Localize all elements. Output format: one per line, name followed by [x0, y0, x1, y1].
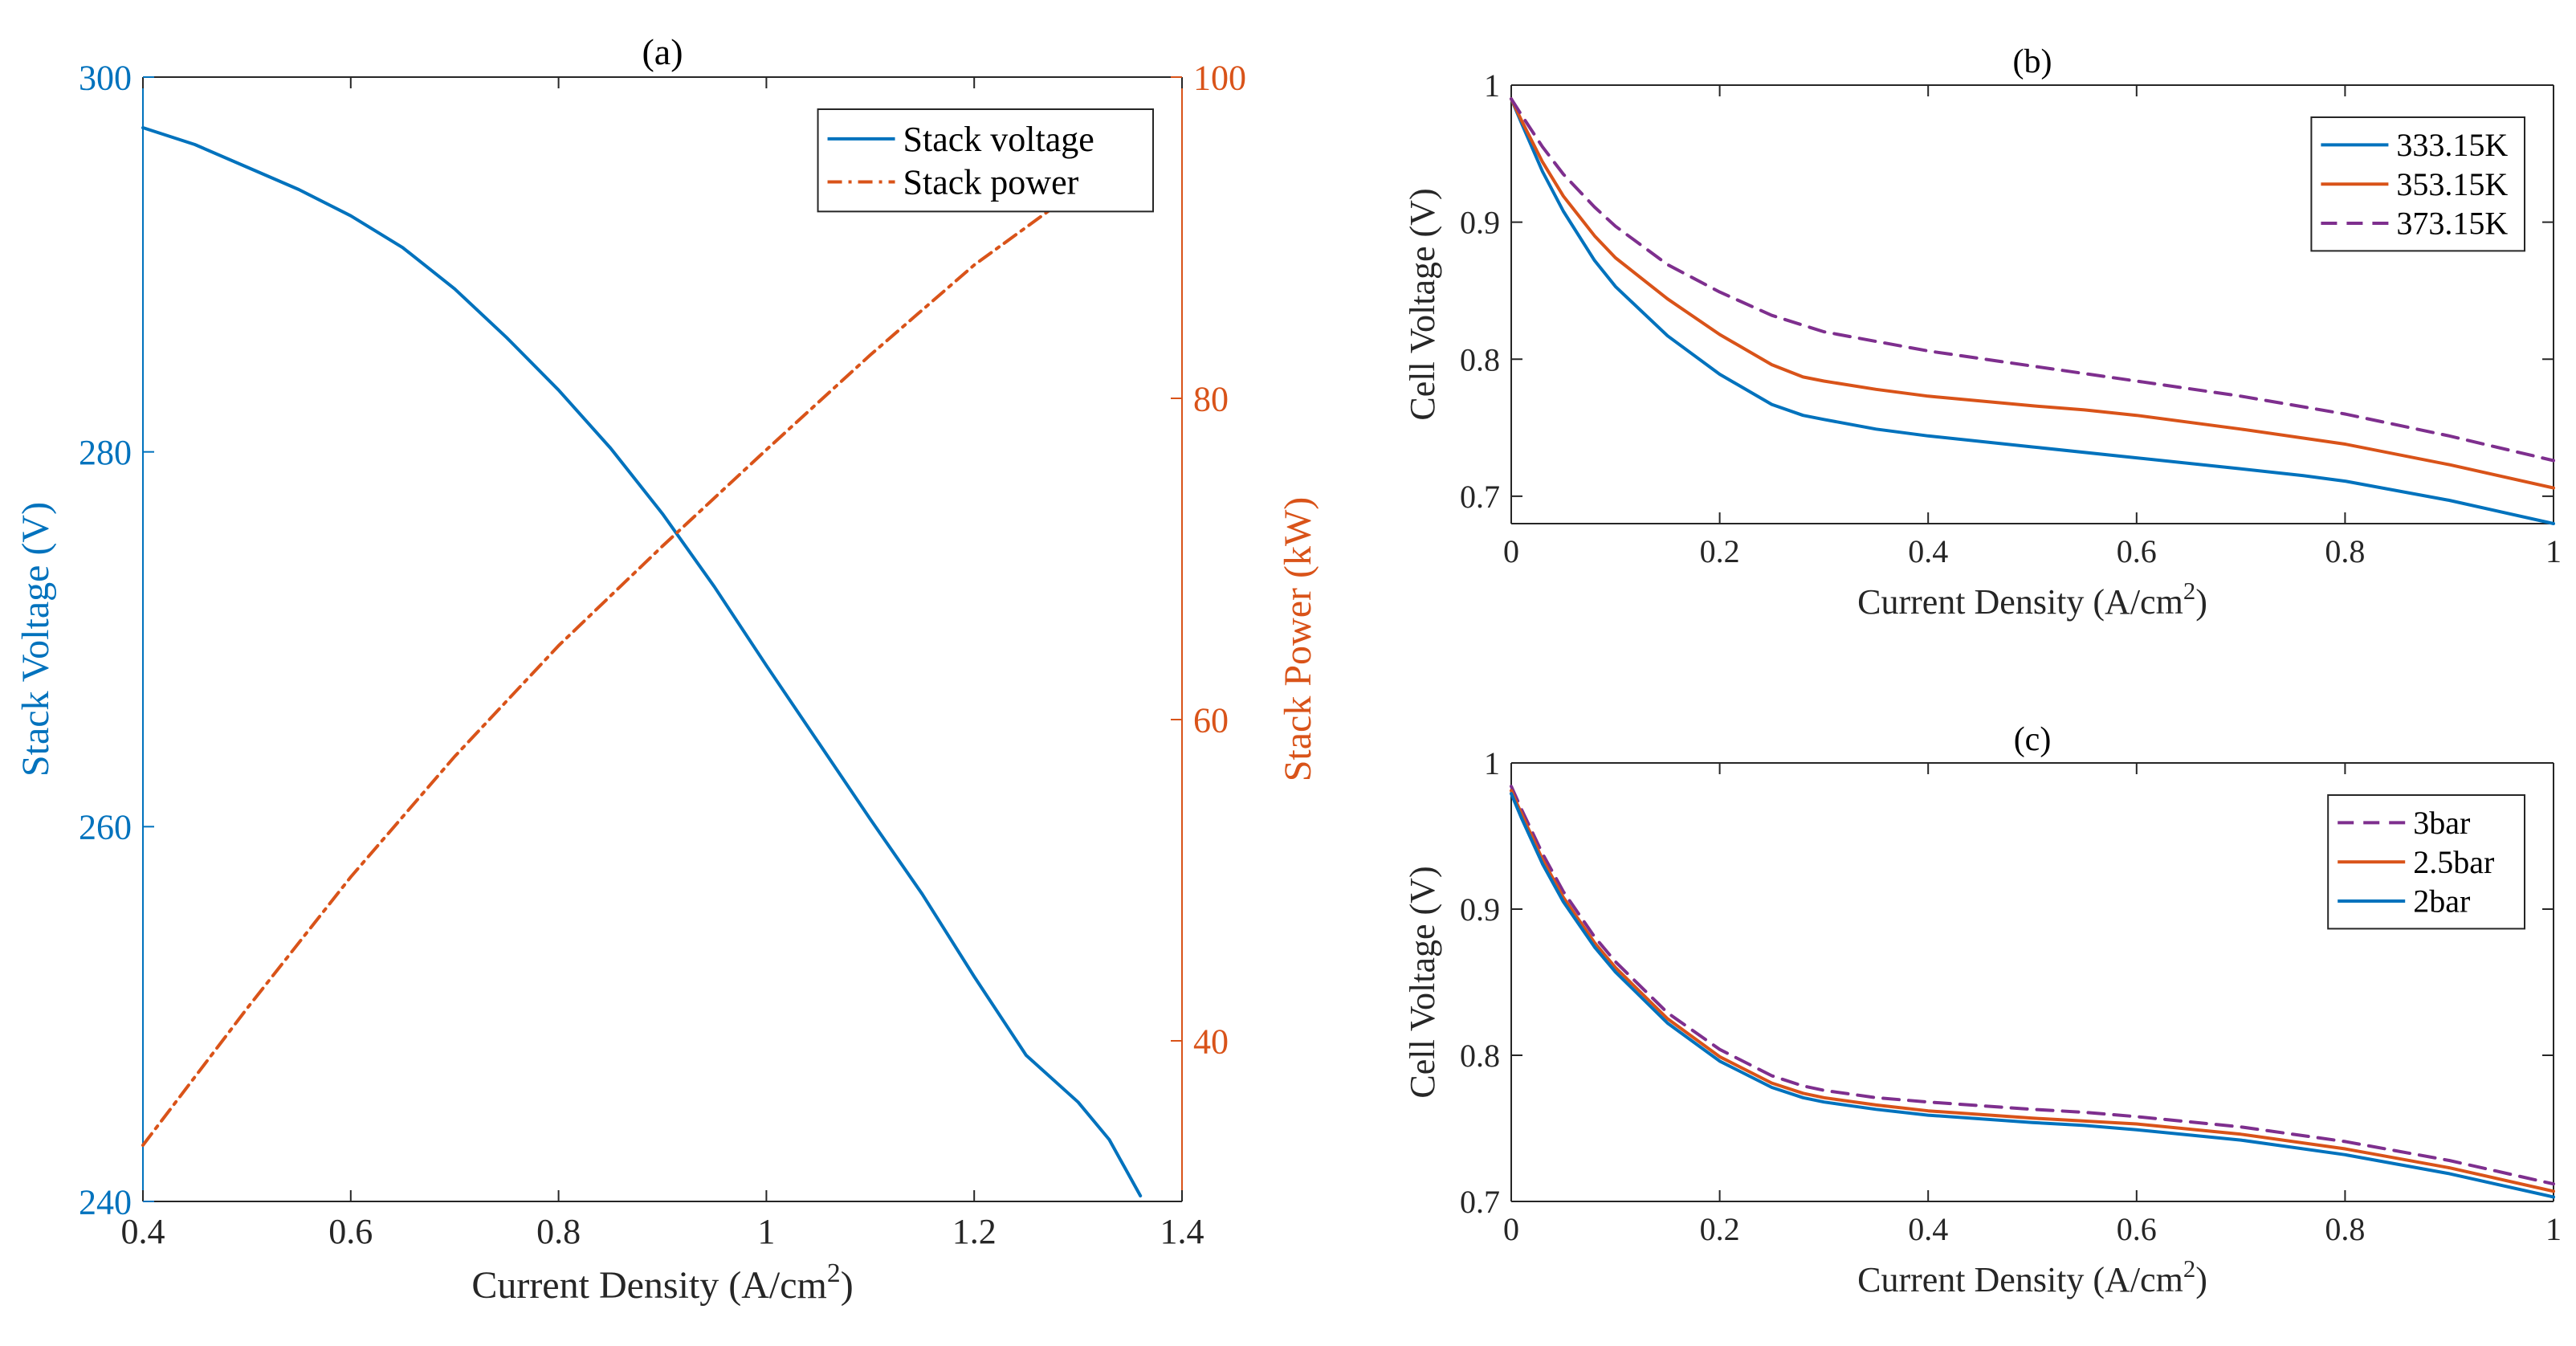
legend-label: Stack voltage [903, 120, 1094, 159]
x-axis-label-main: Current Density (A/cm [1857, 582, 2183, 622]
x-axis-label-sup: 2 [2183, 577, 2195, 605]
y-axis-label: Stack Voltage (V) [14, 502, 57, 777]
x-tick-label: 1 [757, 1212, 775, 1251]
x-tick-label: 0.2 [1700, 533, 1740, 569]
x-axis-label-main: Current Density (A/cm [1857, 1260, 2183, 1299]
y-tick-label: 280 [79, 433, 132, 472]
x-tick-label: 0.6 [2117, 1211, 2157, 1247]
x-tick-label: 0.4 [121, 1212, 165, 1251]
y-tick-label: 0.8 [1460, 341, 1500, 377]
legend-label: Stack power [903, 162, 1079, 202]
x-tick-label: 0.4 [1908, 1211, 1948, 1247]
series-line-2-5bar [1510, 789, 2555, 1193]
y-tick-label: 1 [1484, 745, 1500, 781]
x-axis-label-sup: 2 [2183, 1255, 2195, 1283]
x-tick-label: 0.4 [1908, 533, 1948, 569]
legend-label: 2.5bar [2413, 844, 2494, 880]
x-tick-label: 1.2 [952, 1212, 997, 1251]
x-axis-label-close: ) [2195, 582, 2207, 622]
y2-tick-label: 100 [1193, 58, 1246, 97]
legend-label: 3bar [2413, 805, 2470, 841]
y-axis-label: Cell Voltage (V) [1403, 188, 1442, 420]
y2-tick-label: 40 [1193, 1022, 1229, 1061]
panel-b: 0 0.2 0.4 0.6 0.8 1 0.7 0.8 0.9 1 (b) Current Densi… [1403, 43, 2562, 622]
x-tick-label: 0.6 [328, 1212, 373, 1251]
x-axis-label-close: ) [2195, 1260, 2207, 1299]
panel-c: 0 0.2 0.4 0.6 0.8 1 0.7 0.8 0.9 1 (c) Current Densi… [1403, 721, 2562, 1299]
x-tick-label: 0.2 [1700, 1211, 1740, 1247]
y-tick-label: 300 [79, 58, 132, 97]
y-tick-label: 0.7 [1460, 1184, 1500, 1220]
y-tick-label: 240 [79, 1182, 132, 1222]
series-line-3bar [1510, 785, 2555, 1186]
x-axis-label: Current Density (A/cm2) [1857, 577, 2207, 622]
y-tick-label: 0.7 [1460, 479, 1500, 515]
x-axis-label-sup: 2 [827, 1258, 841, 1288]
legend-label: 2bar [2413, 883, 2470, 920]
y-axis-label: Cell Voltage (V) [1403, 866, 1442, 1098]
x-axis-label: Current Density (A/cm2) [1857, 1255, 2207, 1299]
series-line-stack-voltage [141, 126, 1143, 1197]
legend-label: 373.15K [2396, 206, 2508, 242]
chart-title: (b) [2013, 43, 2052, 80]
y-tick-label: 0.9 [1460, 891, 1500, 928]
legend-label: 353.15K [2396, 166, 2508, 202]
y-tick-label: 0.8 [1460, 1038, 1500, 1074]
x-tick-label: 0 [1503, 533, 1519, 569]
y2-axis-label: Stack Power (kW) [1277, 497, 1319, 782]
x-tick-label: 1 [2545, 533, 2562, 569]
x-tick-label: 1 [2545, 1211, 2562, 1247]
legend-label: 333.15K [2396, 127, 2508, 163]
y-tick-label: 1 [1484, 67, 1500, 104]
y-tick-label: 260 [79, 808, 132, 847]
chart-title: (a) [642, 31, 683, 72]
y2-tick-label: 60 [1193, 700, 1229, 740]
x-tick-label: 0.8 [2325, 1211, 2365, 1247]
x-tick-label: 0.8 [2325, 533, 2365, 569]
y-tick-label: 0.9 [1460, 205, 1500, 241]
x-tick-label: 1.4 [1160, 1212, 1204, 1251]
panel-a: 0.4 0.6 0.8 1 1.2 1.4 240 260 280 300 40 60 80 100 (a)… [14, 31, 1319, 1307]
x-axis-label-main: Current Density (A/cm [471, 1264, 827, 1307]
series-line-stack-power [141, 151, 1143, 1147]
series-line-353-15k [1510, 97, 2555, 490]
x-tick-label: 0.8 [536, 1212, 581, 1251]
x-tick-label: 0.6 [2117, 533, 2157, 569]
chart-title: (c) [2014, 721, 2052, 758]
series-line-373-15k [1510, 97, 2555, 463]
legend-box [817, 108, 1154, 213]
x-tick-label: 0 [1503, 1211, 1519, 1247]
y2-tick-label: 80 [1193, 379, 1229, 418]
x-axis-label-close: ) [841, 1264, 854, 1307]
x-axis-label: Current Density (A/cm2) [471, 1258, 853, 1307]
series-line-2bar [1510, 792, 2555, 1199]
series-line-333-15k [1510, 97, 2555, 525]
